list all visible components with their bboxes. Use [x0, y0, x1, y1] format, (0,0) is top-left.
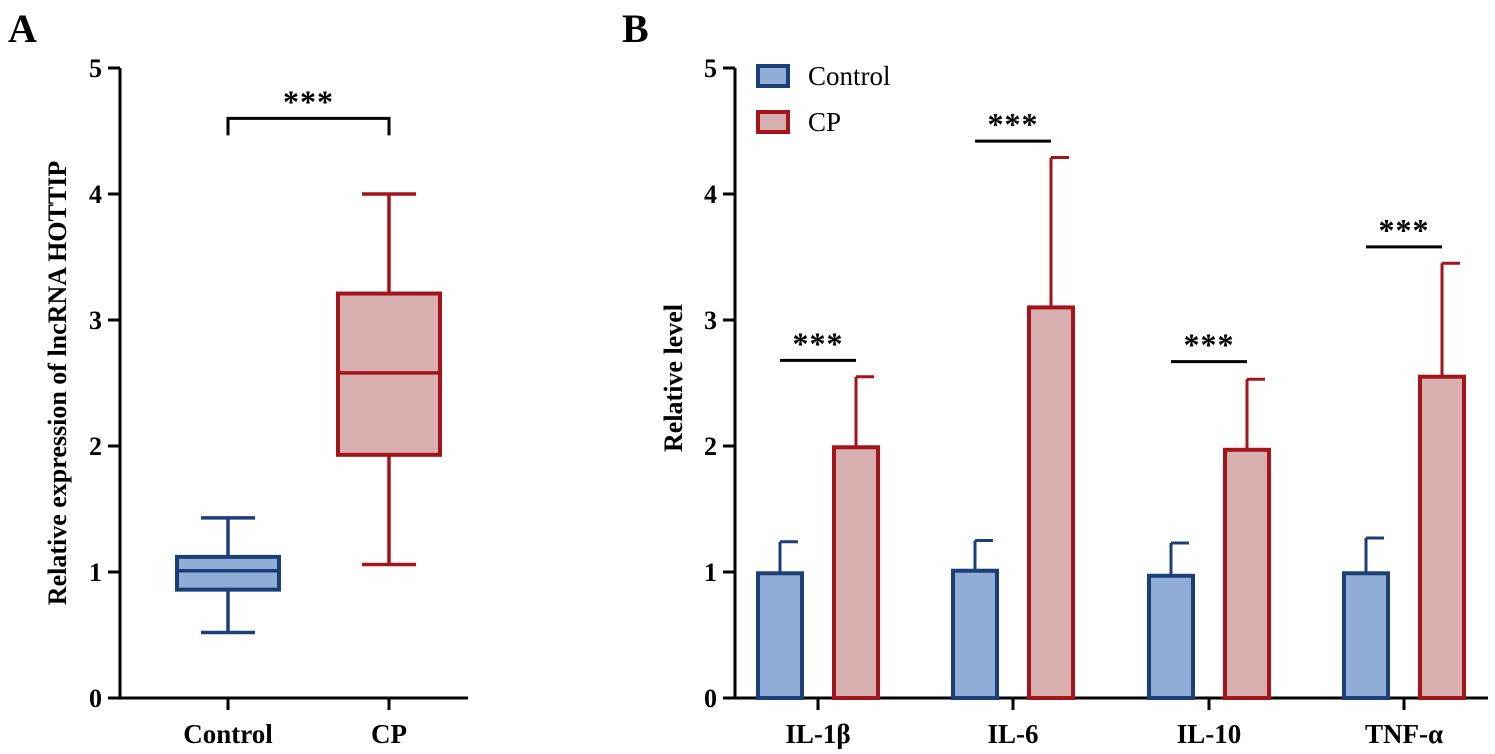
- bar-cp-il-10: [1223, 447, 1271, 700]
- panel-a-y-tick-label: 2: [89, 432, 102, 461]
- panel-b-x-tick-label: IL-6: [987, 719, 1038, 749]
- panel-a-label: A: [8, 6, 37, 51]
- panel-a-axes: 0 1 2 3 4 5 Control CP: [89, 54, 468, 749]
- legend-swatch-control: [756, 64, 790, 88]
- panel-b-y-tick-label: 5: [704, 54, 717, 83]
- panel-b-y-tick-label: 1: [704, 558, 717, 587]
- panel-a-marks: ***: [175, 83, 442, 635]
- panel-b-y-tick-label: 2: [704, 432, 717, 461]
- bar-control-il-1-: [756, 571, 804, 701]
- bar-cp-il-6: [1027, 305, 1075, 700]
- panel-b-bar-chart: B Relative level 0 1 2 3 4 5 IL-1β IL-6 IL-10 TNF…: [622, 6, 1488, 749]
- panel-b-x-tick-label: IL-10: [1177, 719, 1242, 749]
- bar-control-tnf-: [1342, 571, 1390, 701]
- panel-b-y-tick-label: 0: [704, 684, 717, 713]
- bar-control-il-10: [1147, 573, 1195, 701]
- panel-a-y-tick-label: 3: [89, 306, 102, 335]
- panel-a-y-tick-label: 5: [89, 54, 102, 83]
- legend-swatch-cp: [756, 110, 790, 134]
- bar-cp-tnf-: [1418, 374, 1466, 700]
- panel-a-y-tick-label: 0: [89, 684, 102, 713]
- panel-a-y-tick-label: 1: [89, 558, 102, 587]
- panel-b-y-axis-title: Relative level: [659, 304, 688, 452]
- panel-a-x-tick-label: Control: [183, 719, 273, 749]
- legend-label-control: Control: [808, 61, 891, 91]
- panel-a-box-plot: A Relative expression of lncRNA HOTTIP 0…: [8, 6, 468, 749]
- legend-label-cp: CP: [808, 107, 841, 137]
- significance-label: ***: [988, 106, 1039, 142]
- bar-control-il-6: [951, 568, 999, 700]
- panel-b-x-tick-label: IL-1β: [785, 719, 850, 749]
- panel-b-label: B: [622, 6, 649, 51]
- significance-label: ***: [1379, 212, 1430, 248]
- panel-a-y-tick-label: 4: [89, 180, 102, 209]
- panel-b-legend: Control CP: [756, 61, 891, 137]
- panel-a-y-axis-title: Relative expression of lncRNA HOTTIP: [43, 161, 72, 606]
- significance-label: ***: [1184, 327, 1235, 363]
- bar-cp-il-1-: [832, 445, 880, 701]
- significance-bracket: [226, 116, 391, 136]
- significance-label: ***: [283, 83, 334, 119]
- box-control-iqr: [175, 554, 281, 592]
- panel-b-y-tick-label: 3: [704, 306, 717, 335]
- panel-a-x-tick-label: CP: [371, 719, 407, 749]
- panel-b-y-tick-label: 4: [704, 180, 717, 209]
- panel-b-x-tick-label: TNF-α: [1365, 719, 1443, 749]
- significance-label: ***: [793, 325, 844, 361]
- panel-b-marks: *** *** *** ***: [756, 106, 1466, 701]
